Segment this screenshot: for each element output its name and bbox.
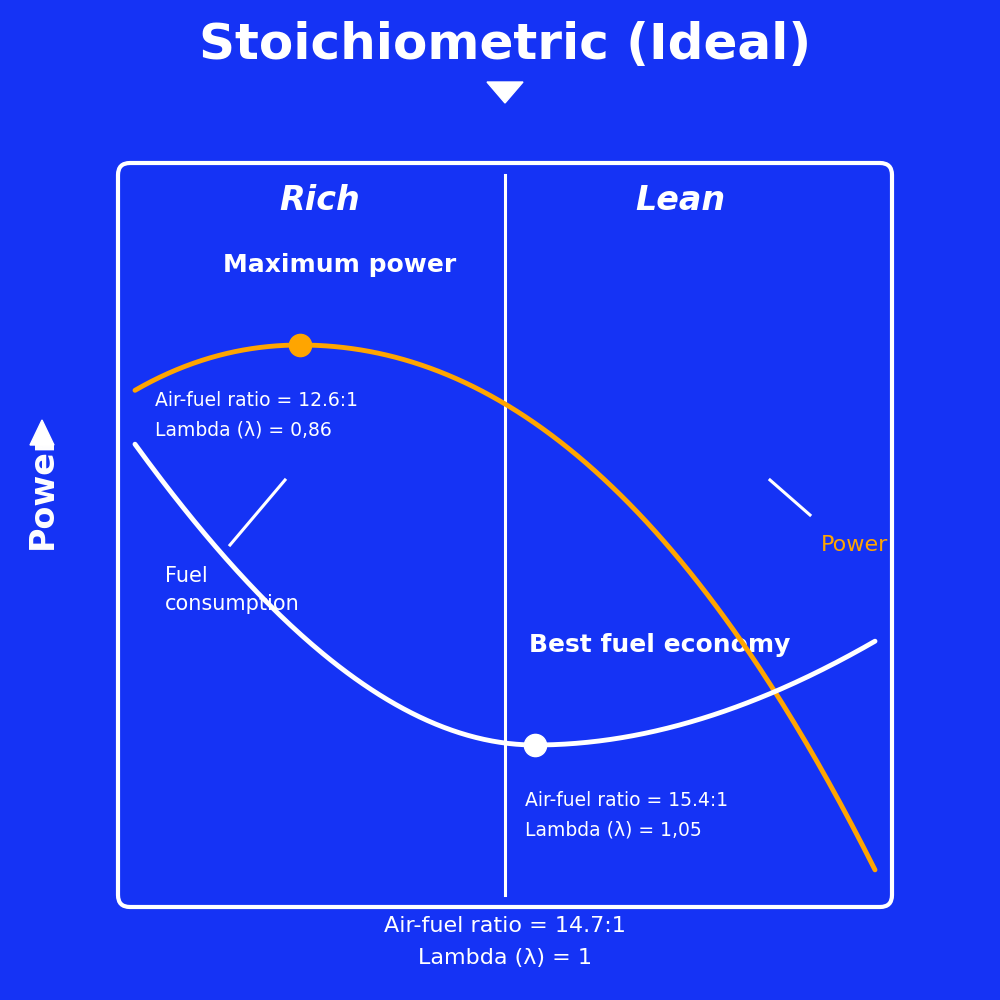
Text: Power: Power xyxy=(821,535,889,555)
Text: Lean: Lean xyxy=(635,184,725,217)
Text: Rich: Rich xyxy=(280,184,360,217)
Text: Maximum power: Maximum power xyxy=(223,253,457,277)
Text: Power: Power xyxy=(26,431,58,549)
Text: Air-fuel ratio = 14.7:1
Lambda (λ) = 1: Air-fuel ratio = 14.7:1 Lambda (λ) = 1 xyxy=(384,916,626,968)
Text: Stoichiometric (Ideal): Stoichiometric (Ideal) xyxy=(199,21,811,69)
Text: Air-fuel ratio = 15.4:1
Lambda (λ) = 1,05: Air-fuel ratio = 15.4:1 Lambda (λ) = 1,0… xyxy=(525,791,728,839)
Polygon shape xyxy=(30,420,54,445)
Text: Fuel
consumption: Fuel consumption xyxy=(165,566,300,614)
FancyBboxPatch shape xyxy=(118,163,892,907)
Polygon shape xyxy=(487,82,523,103)
Text: Air-fuel ratio = 12.6:1
Lambda (λ) = 0,86: Air-fuel ratio = 12.6:1 Lambda (λ) = 0,8… xyxy=(155,391,358,439)
Text: Best fuel economy: Best fuel economy xyxy=(529,633,791,657)
